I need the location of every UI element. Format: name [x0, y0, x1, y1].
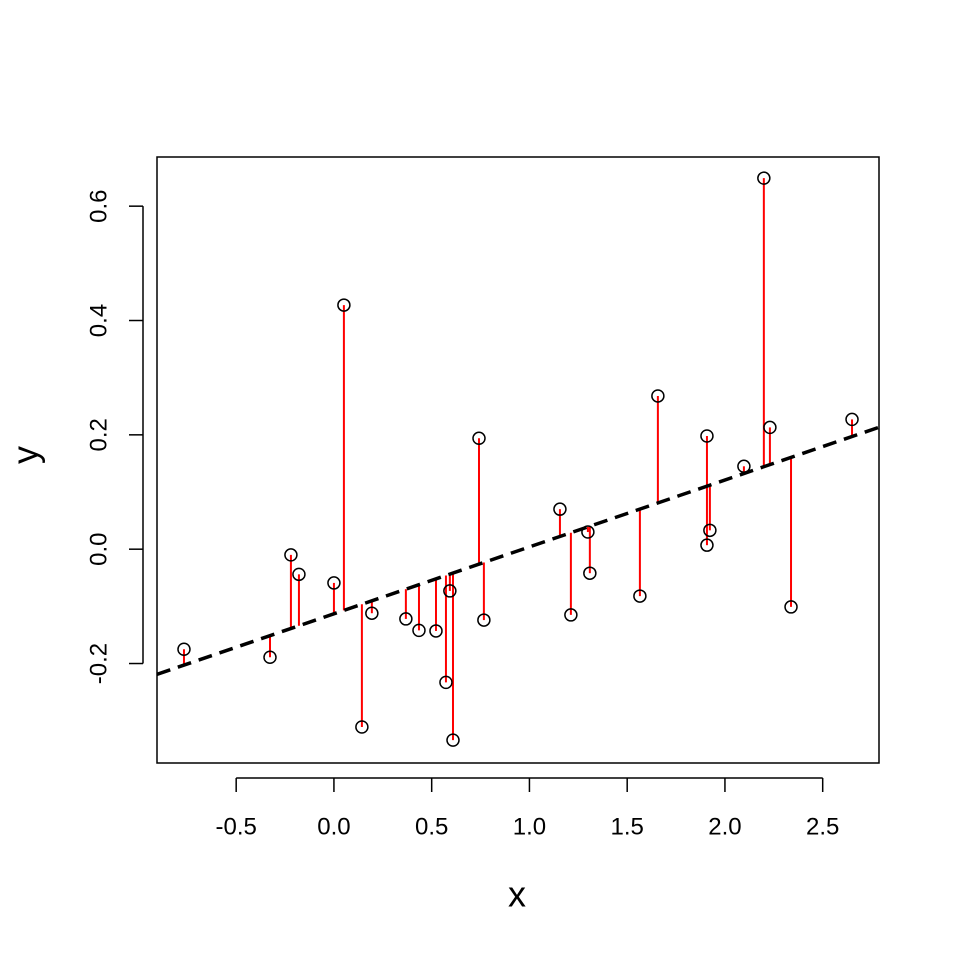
y-tick-label: 0.2	[85, 418, 112, 451]
x-tick-label: 2.5	[806, 813, 839, 840]
point	[564, 608, 578, 622]
point	[651, 389, 665, 403]
point	[177, 642, 191, 656]
y-tick-label: 0.0	[85, 532, 112, 565]
point	[581, 525, 595, 539]
x-tick-label: -0.5	[215, 813, 256, 840]
point	[763, 420, 777, 435]
point	[443, 584, 457, 598]
point	[472, 431, 486, 446]
point	[700, 429, 714, 443]
point	[337, 298, 351, 312]
point	[365, 606, 379, 620]
x-tick-label: 2.0	[708, 813, 741, 840]
x-tick-label: 1.0	[513, 813, 546, 840]
plot-frame	[156, 156, 880, 764]
y-tick-label: 0.6	[85, 189, 112, 222]
point	[553, 502, 567, 516]
point	[284, 548, 298, 562]
point	[429, 624, 443, 638]
y-axis-label: y	[5, 446, 46, 464]
point	[399, 612, 413, 626]
point	[703, 523, 717, 538]
point	[412, 623, 426, 638]
y-tick-label: -0.2	[85, 643, 112, 684]
x-tick-label: 0.5	[415, 813, 448, 840]
point	[355, 720, 369, 734]
point	[263, 650, 277, 664]
point	[845, 412, 859, 427]
point	[292, 567, 306, 582]
point	[583, 566, 597, 580]
y-tick-label: 0.4	[85, 304, 112, 337]
x-axis-label: x	[508, 874, 526, 915]
point	[784, 600, 798, 614]
point	[327, 576, 341, 590]
point	[439, 675, 453, 690]
point	[446, 733, 460, 747]
fit-line	[157, 425, 879, 676]
point	[633, 589, 647, 603]
point	[477, 613, 491, 627]
point	[737, 459, 751, 474]
point	[757, 171, 771, 185]
x-tick-label: 1.5	[611, 813, 644, 840]
point	[700, 538, 714, 552]
x-tick-label: 0.0	[317, 813, 350, 840]
